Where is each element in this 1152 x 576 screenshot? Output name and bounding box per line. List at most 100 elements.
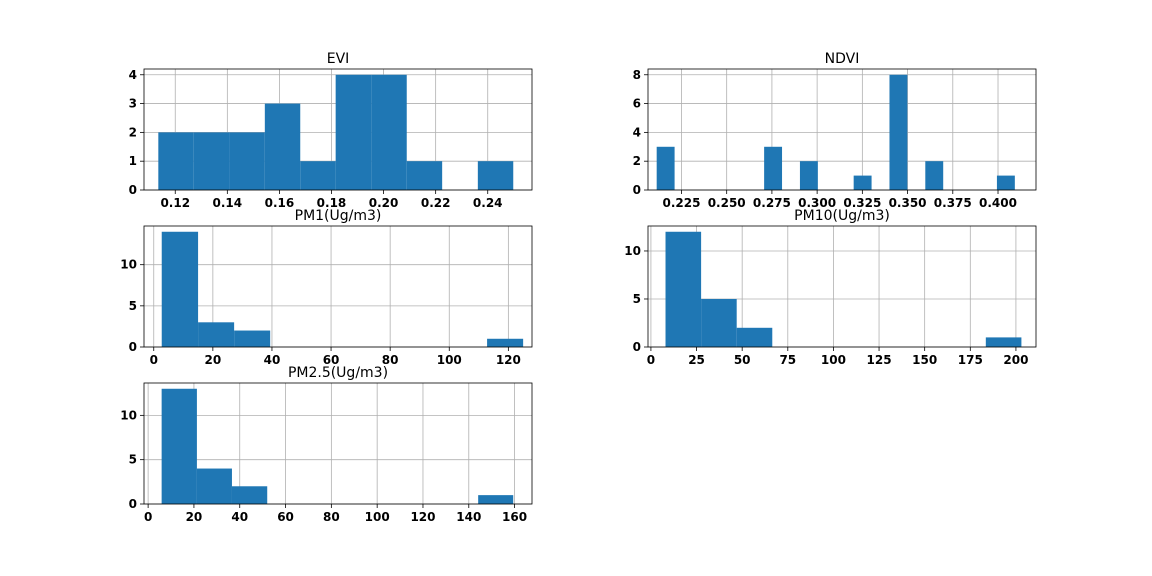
y-tick-label: 10: [120, 258, 137, 272]
x-tick-label: 80: [323, 510, 340, 524]
histogram-bar: [198, 322, 235, 347]
histogram-bar: [764, 146, 783, 190]
x-tick-label: 0.250: [708, 196, 746, 210]
x-tick-label: 0.20: [369, 196, 399, 210]
x-tick-label: 100: [437, 353, 462, 367]
histogram-panel: 0 20 40 60 80 100 120 140 160 0 5 10 PM2.5(Ug/m3): [120, 365, 533, 524]
x-tick-label: 160: [502, 510, 527, 524]
y-tick-label: 0: [129, 183, 137, 197]
x-tick-label: 0.400: [979, 196, 1017, 210]
x-tick-label: 0.22: [421, 196, 451, 210]
x-tick-label: 0.225: [662, 196, 700, 210]
histogram-bar: [701, 298, 737, 347]
histogram-bar: [193, 132, 230, 190]
x-tick-label: 80: [382, 353, 399, 367]
panel-title: EVI: [327, 51, 350, 67]
histogram-panel: 0 25 50 75 100 125 150 175 200 0 5 10 PM10(Ug/m3): [624, 208, 1037, 367]
histogram-bar: [665, 231, 702, 347]
y-tick-label: 4: [633, 125, 641, 139]
histogram-panel: 0.12 0.14 0.16 0.18 0.20 0.22 0.24 0 1 2 3 4 EVI: [129, 51, 533, 210]
x-tick-label: 175: [958, 353, 983, 367]
y-tick-label: 6: [633, 97, 641, 111]
x-tick-label: 120: [496, 353, 521, 367]
histogram-bar: [477, 161, 514, 190]
x-tick-label: 0: [144, 510, 152, 524]
histogram-bar: [799, 161, 818, 190]
x-tick-label: 0: [150, 353, 158, 367]
histogram-bar: [985, 337, 1022, 347]
histogram-bar: [853, 175, 872, 190]
histogram-bar: [487, 338, 524, 347]
y-tick-label: 1: [129, 154, 137, 168]
y-tick-label: 0: [129, 340, 137, 354]
histogram-bar: [656, 146, 675, 190]
histogram-bar: [335, 74, 372, 190]
x-tick-label: 0.24: [473, 196, 503, 210]
y-tick-label: 5: [129, 299, 137, 313]
axes-frame: [143, 225, 533, 348]
panel-title: PM2.5(Ug/m3): [288, 365, 388, 381]
x-tick-label: 50: [734, 353, 751, 367]
histogram-bar: [196, 468, 232, 504]
x-tick-label: 60: [277, 510, 294, 524]
panel-title: NDVI: [825, 51, 860, 67]
histogram-bar: [371, 74, 407, 190]
histogram-bar: [161, 231, 199, 347]
x-tick-label: 75: [779, 353, 796, 367]
histogram-bar: [736, 327, 773, 347]
axes-frame: [143, 382, 533, 505]
y-tick-label: 0: [633, 340, 641, 354]
y-tick-label: 10: [624, 244, 641, 258]
x-tick-label: 120: [410, 510, 435, 524]
histogram-bar: [478, 495, 514, 504]
x-tick-label: 0.16: [265, 196, 295, 210]
panel-title: PM1(Ug/m3): [295, 208, 382, 224]
x-tick-label: 125: [867, 353, 892, 367]
x-tick-label: 60: [323, 353, 340, 367]
x-tick-label: 100: [365, 510, 390, 524]
histogram-bar: [158, 132, 194, 190]
x-tick-label: 0.12: [160, 196, 190, 210]
x-tick-label: 200: [1003, 353, 1028, 367]
histogram-bar: [889, 74, 908, 190]
x-tick-label: 0.275: [753, 196, 791, 210]
y-tick-label: 8: [633, 68, 641, 82]
histogram-panel: 0 20 40 60 80 100 120 0 5 10 PM1(Ug/m3): [120, 208, 533, 367]
x-tick-label: 0.350: [889, 196, 927, 210]
histogram-bar: [996, 175, 1015, 190]
x-tick-label: 0: [647, 353, 655, 367]
x-tick-label: 20: [205, 353, 222, 367]
x-tick-label: 40: [264, 353, 281, 367]
axes-frame: [647, 225, 1037, 348]
x-tick-label: 20: [186, 510, 203, 524]
axes-frame: [143, 68, 533, 191]
x-tick-label: 0.300: [798, 196, 836, 210]
y-tick-label: 3: [129, 97, 137, 111]
y-tick-label: 4: [129, 68, 137, 82]
x-tick-label: 0.14: [213, 196, 243, 210]
histogram-bar: [229, 132, 265, 190]
x-tick-label: 25: [688, 353, 705, 367]
histogram-panel: 0.225 0.250 0.275 0.300 0.325 0.350 0.375 0.400…: [633, 51, 1037, 210]
panel-title: PM10(Ug/m3): [794, 208, 890, 224]
x-tick-label: 0.375: [934, 196, 972, 210]
x-tick-label: 0.325: [843, 196, 881, 210]
histogram-bar: [406, 161, 443, 190]
x-tick-label: 0.18: [317, 196, 347, 210]
y-tick-label: 5: [129, 453, 137, 467]
y-tick-label: 0: [633, 183, 641, 197]
x-tick-label: 100: [821, 353, 846, 367]
histogram-bar: [925, 161, 944, 190]
y-tick-label: 2: [129, 125, 137, 139]
histogram-bar: [300, 161, 336, 190]
histogram-bar: [161, 388, 197, 504]
histogram-bar: [234, 330, 271, 347]
histogram-bar: [264, 103, 301, 190]
x-tick-label: 140: [456, 510, 481, 524]
y-tick-label: 10: [120, 408, 137, 422]
axes-frame: [647, 68, 1037, 191]
x-tick-label: 40: [231, 510, 248, 524]
y-tick-label: 5: [633, 292, 641, 306]
y-tick-label: 2: [633, 154, 641, 168]
